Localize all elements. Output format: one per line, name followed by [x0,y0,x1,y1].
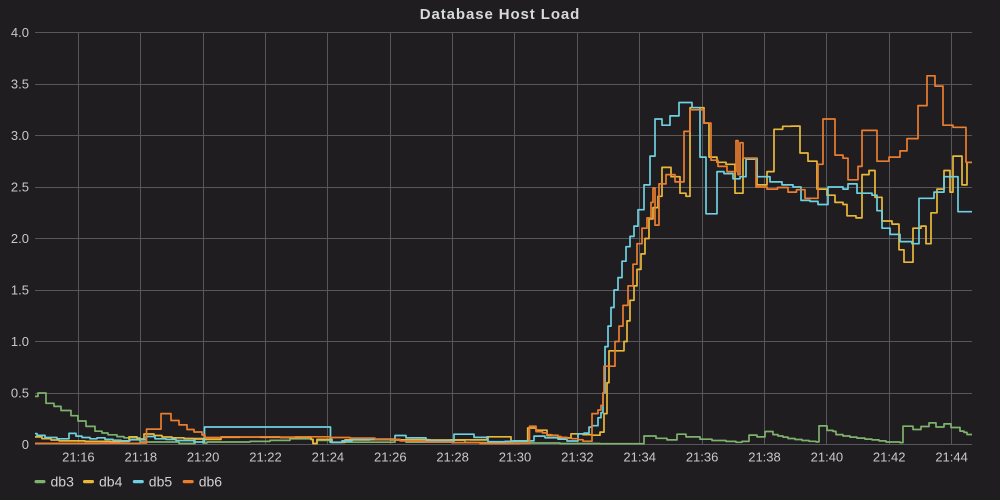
svg-text:21:22: 21:22 [249,450,282,465]
svg-text:21:18: 21:18 [125,450,158,465]
svg-text:21:32: 21:32 [561,450,594,465]
svg-text:21:24: 21:24 [312,450,345,465]
svg-text:3.0: 3.0 [11,128,29,143]
svg-text:21:38: 21:38 [748,450,781,465]
svg-text:21:42: 21:42 [873,450,906,465]
svg-text:21:30: 21:30 [499,450,532,465]
svg-text:21:34: 21:34 [623,450,656,465]
svg-text:db6: db6 [199,474,223,490]
svg-text:2.0: 2.0 [11,231,29,246]
svg-text:db3: db3 [51,474,75,490]
svg-text:1.0: 1.0 [11,334,29,349]
svg-text:21:28: 21:28 [436,450,469,465]
svg-text:0.5: 0.5 [11,386,29,401]
svg-text:21:16: 21:16 [62,450,95,465]
svg-text:4.0: 4.0 [11,25,29,40]
svg-text:21:26: 21:26 [374,450,407,465]
svg-text:21:44: 21:44 [935,450,968,465]
svg-text:21:40: 21:40 [811,450,844,465]
svg-text:21:36: 21:36 [686,450,719,465]
svg-text:db4: db4 [99,474,123,490]
svg-text:0: 0 [22,437,29,452]
svg-text:db5: db5 [149,474,173,490]
svg-text:2.5: 2.5 [11,180,29,195]
svg-text:21:20: 21:20 [187,450,220,465]
svg-text:3.5: 3.5 [11,77,29,92]
svg-text:Database Host Load: Database Host Load [420,6,580,23]
svg-text:1.5: 1.5 [11,283,29,298]
